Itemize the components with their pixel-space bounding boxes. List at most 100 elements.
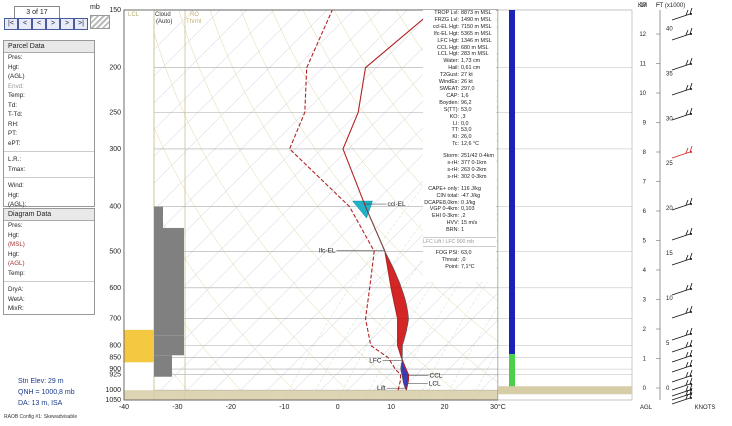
cloud-layer-block xyxy=(154,355,172,377)
wind-barb-dot xyxy=(690,233,692,235)
ft-tick-label: 20 xyxy=(666,206,673,212)
stats-value: 26,0 xyxy=(461,134,472,141)
x-tick-label: -30 xyxy=(172,404,182,411)
ft-tick-label: 35 xyxy=(666,71,673,77)
lfc-lift-label: LFC Lift / LFC 900 mb xyxy=(423,237,496,248)
stats-label: T2Gust: xyxy=(439,72,459,79)
wind-barb-flag xyxy=(689,57,693,65)
stats-value: 7,1°C xyxy=(461,263,475,270)
km-tick-label: 5 xyxy=(643,239,647,245)
stats-value: ,2 xyxy=(461,213,466,220)
y-tick-label: 1000 xyxy=(105,387,121,394)
wind-barb-icon xyxy=(671,258,691,266)
wind-barb-icon xyxy=(671,345,691,353)
parcel-field: (AGL) xyxy=(8,73,25,80)
stats-row: LCL Hgt: 283 m MSL xyxy=(423,51,496,58)
temperature-line xyxy=(342,10,435,391)
km-tick-label: 8 xyxy=(643,150,647,156)
stats-value: 15 m/s xyxy=(461,220,478,227)
stats-row: T2Gust: 27 kt xyxy=(423,72,496,79)
stats-label: BRN: xyxy=(446,227,459,234)
isotherm-line xyxy=(658,10,732,400)
wind-barb-flag xyxy=(685,393,689,400)
ft-tick-label: 30 xyxy=(666,116,673,122)
stats-row: S(TT): 53,0 xyxy=(423,107,496,114)
km-tick-label: 9 xyxy=(643,121,647,127)
last-button[interactable]: >| xyxy=(74,18,88,30)
y-tick-label: 850 xyxy=(109,355,121,362)
wind-barb-flag xyxy=(689,359,693,367)
km-tick-label: 1 xyxy=(643,357,647,363)
wind-barb-flag xyxy=(689,327,693,335)
km-tick-label: 0 xyxy=(643,386,647,392)
wind-barb-flag xyxy=(689,252,693,260)
x-tick-label: -40 xyxy=(119,404,129,411)
stats-label: Hail: xyxy=(448,65,459,72)
prev-fast-button[interactable]: < xyxy=(18,18,32,30)
wind-barb-dot xyxy=(690,355,692,357)
wind-barb-icon xyxy=(671,397,691,405)
stats-label: LI: xyxy=(453,120,459,127)
stats-row: ccl-EL Hgt: 7150 m MSL xyxy=(423,24,496,31)
parcel-panel-title: Parcel Data xyxy=(4,41,94,53)
y-tick-label: 925 xyxy=(109,372,121,379)
next-fast-button[interactable]: > xyxy=(60,18,74,30)
wind-barb-flag xyxy=(685,307,689,314)
prev-button[interactable]: < xyxy=(32,18,46,30)
y-tick-label: 250 xyxy=(109,109,121,116)
station-elevation: Stn Elev: 29 m xyxy=(18,378,64,385)
diagram-field: Temp: xyxy=(8,269,25,277)
wind-barb-flag xyxy=(685,379,689,386)
stats-label: TT: xyxy=(451,127,460,134)
diagram-field: (MSL) xyxy=(8,241,25,248)
stats-row: Tc: 12,6 °C xyxy=(423,141,496,148)
stats-row: HVV: 15 m/s xyxy=(423,220,496,227)
parcel-field: Wind: xyxy=(8,182,24,189)
stats-value: 0,61 cm xyxy=(461,65,481,72)
hodograph-column xyxy=(497,9,633,401)
wind-barb-flag xyxy=(685,29,689,36)
station-density-altitude: DA: 13 m, ISA xyxy=(18,400,63,407)
stats-value: 0,0 xyxy=(461,120,469,127)
wind-barb-dot xyxy=(690,13,692,15)
stats-label: CIN total: xyxy=(436,192,459,199)
km-tick-label: 7 xyxy=(643,180,647,186)
stats-label: Tc: xyxy=(452,141,459,148)
stats-value: 1490 m MSL xyxy=(461,16,492,23)
first-button[interactable]: |< xyxy=(4,18,18,30)
wind-barb-flag xyxy=(685,341,689,348)
moist-adiabat-line xyxy=(471,349,498,400)
ft-tick-label: 40 xyxy=(666,26,673,32)
stats-label: CCL Hgt: xyxy=(437,44,459,51)
km-tick-label: 6 xyxy=(643,209,647,215)
parcel-field: RH: xyxy=(8,120,19,128)
wind-barb-icon xyxy=(671,389,691,397)
stats-label: LCL Hgt: xyxy=(437,51,459,58)
stats-row: Threat: ,0 xyxy=(423,257,496,264)
pattern-toggle-icon[interactable] xyxy=(90,15,110,29)
stats-value: 680 m MSL xyxy=(461,44,489,51)
wind-barb-icon xyxy=(671,203,691,211)
stats-label: Point: xyxy=(445,263,459,270)
wind-barb-flag xyxy=(689,305,693,313)
stats-value: 8873 m MSL xyxy=(461,10,492,16)
stats-row: KI: 26,0 xyxy=(423,134,496,141)
moist-adiabat-line xyxy=(364,192,498,400)
parcel-field: Temp: xyxy=(8,92,25,99)
stats-label: lfc-EL Hgt: xyxy=(434,30,459,37)
stats-value: 1,6 xyxy=(461,92,469,99)
stats-row: s-rH: 377 0-1km xyxy=(423,160,496,167)
diagram-panel-title: Diagram Data xyxy=(4,209,94,221)
wind-barb-icon xyxy=(671,233,691,241)
level-label: CCL xyxy=(430,373,443,380)
wind-barb-icon xyxy=(671,333,691,341)
level-label: lfc-EL xyxy=(319,247,336,254)
wind-barb-icon xyxy=(671,63,691,71)
next-button[interactable]: > xyxy=(46,18,60,30)
stats-label: Threat: xyxy=(441,257,459,263)
wind-barb-dot xyxy=(690,151,692,153)
stats-row: EHI 0-3km: ,2 xyxy=(423,213,496,220)
stats-value: 7150 m MSL xyxy=(461,23,492,30)
diagram-field: (AGL) xyxy=(8,260,25,267)
